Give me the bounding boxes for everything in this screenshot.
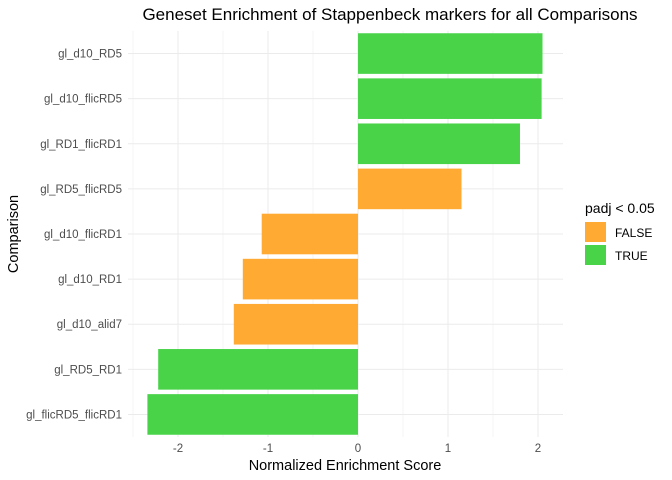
bar-gl_d10_alid7 bbox=[233, 303, 358, 345]
legend-swatch-true bbox=[585, 245, 606, 265]
legend-swatch-false bbox=[585, 222, 606, 242]
bar-gl_d10_flicRD5 bbox=[358, 78, 542, 119]
bar-gl_RD5_flicRD5 bbox=[358, 168, 462, 210]
x-tick-label: -1 bbox=[263, 443, 273, 455]
x-axis-tick-labels: -2 -1 0 1 2 bbox=[173, 443, 541, 455]
bar-gl_d10_RD5 bbox=[358, 33, 543, 74]
y-tick-label: gl_RD5_RD1 bbox=[54, 364, 122, 376]
x-tick-label: -2 bbox=[173, 443, 183, 455]
bars bbox=[147, 33, 543, 435]
x-tick-label: 2 bbox=[535, 443, 541, 455]
legend-label-false: FALSE bbox=[615, 226, 652, 240]
y-tick-label: gl_d10_RD1 bbox=[58, 274, 122, 286]
legend-label-true: TRUE bbox=[615, 249, 648, 263]
y-tick-label: gl_d10_alid7 bbox=[57, 319, 122, 331]
y-axis-tick-labels: gl_d10_RD5 gl_d10_flicRD5 gl_RD1_flicRD1gl… bbox=[26, 49, 122, 422]
x-tick-label: 0 bbox=[355, 443, 361, 455]
bar-gl_RD1_flicRD1 bbox=[358, 123, 520, 165]
y-tick-label: gl_flicRD5_flicRD1 bbox=[26, 409, 122, 421]
x-axis-title: Normalized Enrichment Score bbox=[249, 458, 442, 474]
bar-gl_d10_flicRD1 bbox=[261, 213, 358, 255]
legend: padj < 0.05 FALSE TRUE bbox=[585, 200, 655, 265]
bar-gl_d10_RD1 bbox=[242, 258, 358, 300]
y-tick-label: gl_d10_RD5 bbox=[58, 49, 122, 61]
y-tick-label: gl_d10_flicRD5 bbox=[44, 94, 122, 106]
legend-title: padj < 0.05 bbox=[585, 200, 655, 216]
y-tick-label: gl_d10_flicRD1 bbox=[44, 229, 122, 241]
bar-gl_RD5_RD1 bbox=[158, 349, 358, 390]
x-tick-label: 1 bbox=[445, 443, 451, 455]
y-tick-label: gl_RD5_flicRD5 bbox=[40, 184, 122, 196]
y-axis-title: Comparison bbox=[6, 195, 22, 273]
chart-title: Geneset Enrichment of Stappenbeck marker… bbox=[142, 5, 637, 24]
y-tick-label: gl_RD1_flicRD1 bbox=[40, 139, 122, 151]
bar-gl_flicRD5_flicRD1 bbox=[147, 394, 358, 435]
